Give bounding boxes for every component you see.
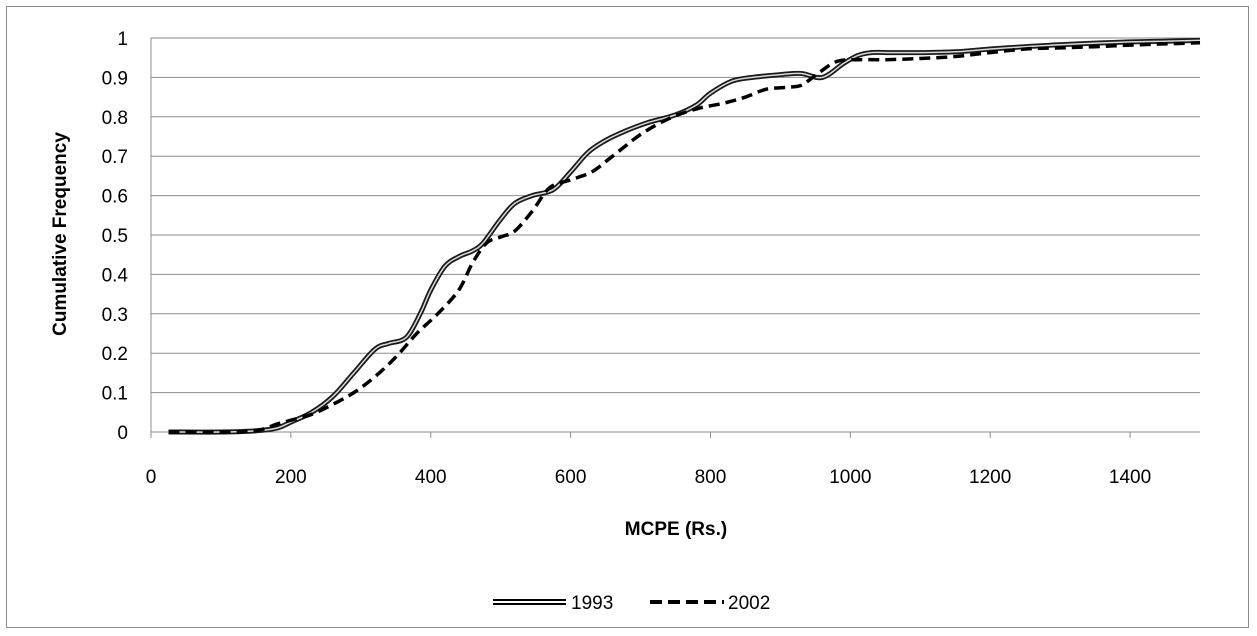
chart-frame — [6, 6, 1249, 628]
y-tick-label: 0.1 — [102, 384, 128, 405]
x-tick-labels: 0 200 400 600 800 1000 1200 1400 — [146, 467, 1151, 488]
axes — [150, 38, 1200, 438]
series-line-1993 — [168, 37, 1201, 435]
gridlines — [151, 37, 1200, 394]
y-tick-label: 0.8 — [102, 108, 128, 129]
x-tick-label: 1200 — [969, 467, 1011, 488]
y-tick-label: 0.4 — [102, 265, 129, 286]
series-line-1993-inner — [168, 39, 1201, 433]
series-lines — [168, 37, 1201, 435]
y-tick-label: 0.3 — [102, 305, 128, 326]
x-tick-label: 600 — [555, 467, 587, 488]
y-tick-label: 0 — [117, 423, 128, 444]
legend: 1993 2002 — [493, 593, 770, 614]
x-axis-title: MCPE (Rs.) — [625, 519, 727, 540]
legend-item-1993: 1993 — [493, 593, 613, 614]
x-tick-label: 1400 — [1109, 467, 1151, 488]
x-tick-label: 0 — [146, 467, 157, 488]
x-tick-label: 200 — [275, 467, 307, 488]
x-tick-label: 1000 — [829, 467, 871, 488]
legend-label-2002: 2002 — [728, 593, 770, 614]
y-tick-label: 0.5 — [102, 226, 128, 247]
series-line-2002 — [168, 40, 1201, 434]
x-tick-label: 800 — [695, 467, 727, 488]
y-axis-title: Cumulative Frequency — [50, 132, 71, 336]
y-tick-label: 1 — [117, 29, 128, 50]
x-tick-label: 400 — [415, 467, 447, 488]
y-tick-label: 0.6 — [102, 187, 128, 208]
y-tick-label: 0.7 — [102, 147, 128, 168]
legend-label-1993: 1993 — [571, 593, 613, 614]
legend-item-2002: 2002 — [650, 593, 770, 614]
y-tick-labels: 0 0.1 0.2 0.3 0.4 0.5 0.6 0.7 0.8 0.9 1 — [102, 29, 129, 444]
y-tick-label: 0.9 — [102, 68, 128, 89]
y-tick-label: 0.2 — [102, 344, 128, 365]
